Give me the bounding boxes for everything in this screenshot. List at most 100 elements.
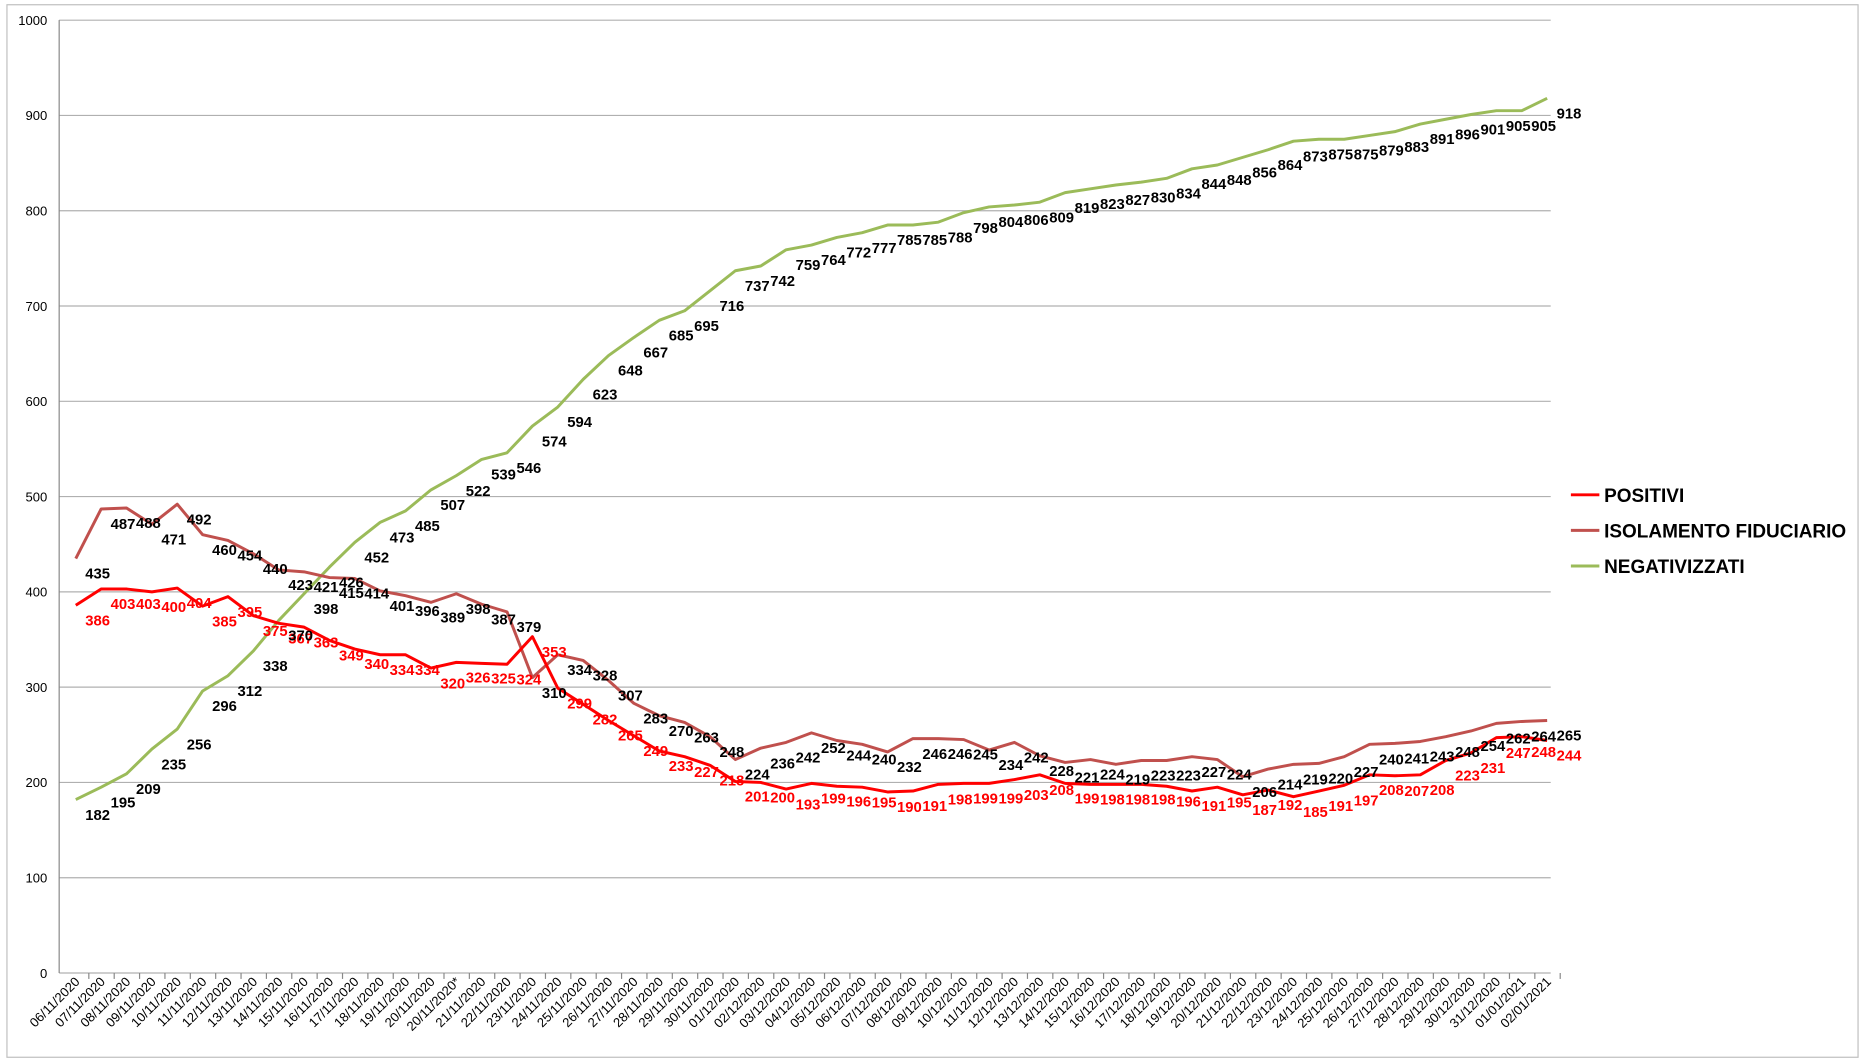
y-tick-label: 600: [26, 394, 48, 409]
data-label: 227: [1354, 765, 1379, 781]
data-label: 198: [948, 793, 973, 809]
data-label: 594: [567, 415, 592, 431]
data-label: 454: [237, 549, 262, 565]
data-label: 423: [288, 578, 313, 594]
data-label: 905: [1506, 119, 1531, 135]
data-label: 228: [1049, 764, 1074, 780]
y-tick-label: 400: [26, 585, 48, 600]
data-label: 415: [339, 586, 364, 602]
data-label: 182: [85, 808, 110, 824]
data-label: 282: [593, 712, 618, 728]
data-label: 227: [1201, 765, 1226, 781]
data-label: 207: [1404, 784, 1429, 800]
data-label: 389: [440, 611, 465, 627]
data-label: 265: [1557, 729, 1582, 745]
data-label: 830: [1151, 190, 1176, 206]
data-label: 299: [567, 696, 592, 712]
data-label: 240: [872, 752, 897, 768]
data-label: 242: [796, 751, 821, 767]
data-label: 385: [212, 614, 237, 630]
data-label: 414: [364, 587, 389, 603]
data-label: 334: [390, 663, 415, 679]
data-label: 370: [288, 629, 313, 645]
data-label: 201: [745, 790, 770, 806]
data-label: 856: [1252, 166, 1277, 182]
data-label: 539: [491, 468, 516, 484]
data-label: 574: [542, 434, 567, 450]
data-label: 460: [212, 543, 237, 559]
y-tick-label: 300: [26, 680, 48, 695]
data-label: 623: [593, 388, 618, 404]
data-label: 195: [872, 795, 897, 811]
data-label: 248: [1531, 745, 1556, 761]
data-label: 198: [1125, 793, 1150, 809]
data-label: 310: [542, 686, 567, 702]
data-label: 485: [415, 519, 440, 535]
data-label: 242: [1024, 751, 1049, 767]
data-label: 198: [1151, 793, 1176, 809]
data-label: 667: [643, 346, 668, 362]
data-label: 891: [1430, 132, 1455, 148]
data-label: 203: [1024, 788, 1049, 804]
data-label: 435: [85, 567, 110, 583]
data-label: 421: [314, 580, 339, 596]
data-label: 283: [643, 712, 668, 728]
data-label: 221: [1075, 771, 1100, 787]
data-label: 187: [1252, 803, 1277, 819]
data-label: 806: [1024, 213, 1049, 229]
data-label: 235: [161, 757, 186, 773]
data-label: 248: [1455, 745, 1480, 761]
data-label: 218: [719, 773, 744, 789]
data-label: 190: [897, 800, 922, 816]
data-label: 244: [846, 749, 871, 765]
data-label: 834: [1176, 187, 1201, 203]
data-label: 208: [1379, 783, 1404, 799]
data-label: 241: [1404, 752, 1429, 768]
data-label: 185: [1303, 805, 1328, 821]
data-label: 395: [237, 605, 262, 621]
data-label: 245: [973, 748, 998, 764]
data-label: 363: [314, 635, 339, 651]
data-label: 819: [1075, 201, 1100, 217]
data-label: 199: [999, 792, 1024, 808]
data-label: 214: [1278, 777, 1303, 793]
data-label: 326: [466, 671, 491, 687]
data-label: 759: [796, 258, 821, 274]
data-label: 798: [973, 221, 998, 237]
data-label: 196: [1176, 794, 1201, 810]
data-label: 823: [1100, 197, 1125, 213]
data-label: 320: [440, 676, 465, 692]
data-label: 338: [263, 659, 288, 675]
data-label: 864: [1278, 158, 1303, 174]
data-label: 231: [1481, 761, 1506, 777]
data-label: 777: [872, 241, 897, 257]
y-tick-label: 1000: [18, 13, 47, 28]
data-label: 473: [390, 530, 415, 546]
data-label: 223: [1176, 769, 1201, 785]
data-label: 873: [1303, 149, 1328, 165]
data-label: 199: [1075, 792, 1100, 808]
data-label: 648: [618, 364, 643, 380]
data-label: 918: [1557, 106, 1582, 122]
data-label: 195: [1227, 795, 1252, 811]
data-label: 227: [694, 765, 719, 781]
data-label: 398: [314, 602, 339, 618]
y-tick-label: 0: [40, 966, 47, 981]
data-label: 193: [796, 797, 821, 813]
data-label: 256: [187, 737, 212, 753]
data-label: 522: [466, 484, 491, 500]
data-label: 875: [1328, 147, 1353, 163]
data-label: 546: [517, 461, 542, 477]
legend-label: NEGATIVIZZATI: [1604, 557, 1744, 578]
data-label: 328: [593, 669, 618, 685]
data-label: 246: [922, 747, 947, 763]
data-label: 223: [1151, 769, 1176, 785]
data-label: 243: [1430, 750, 1455, 766]
data-label: 844: [1201, 177, 1226, 193]
y-tick-label: 800: [26, 203, 48, 218]
data-label: 246: [948, 747, 973, 763]
data-label: 209: [136, 782, 161, 798]
data-label: 400: [161, 600, 186, 616]
y-tick-label: 200: [26, 775, 48, 790]
